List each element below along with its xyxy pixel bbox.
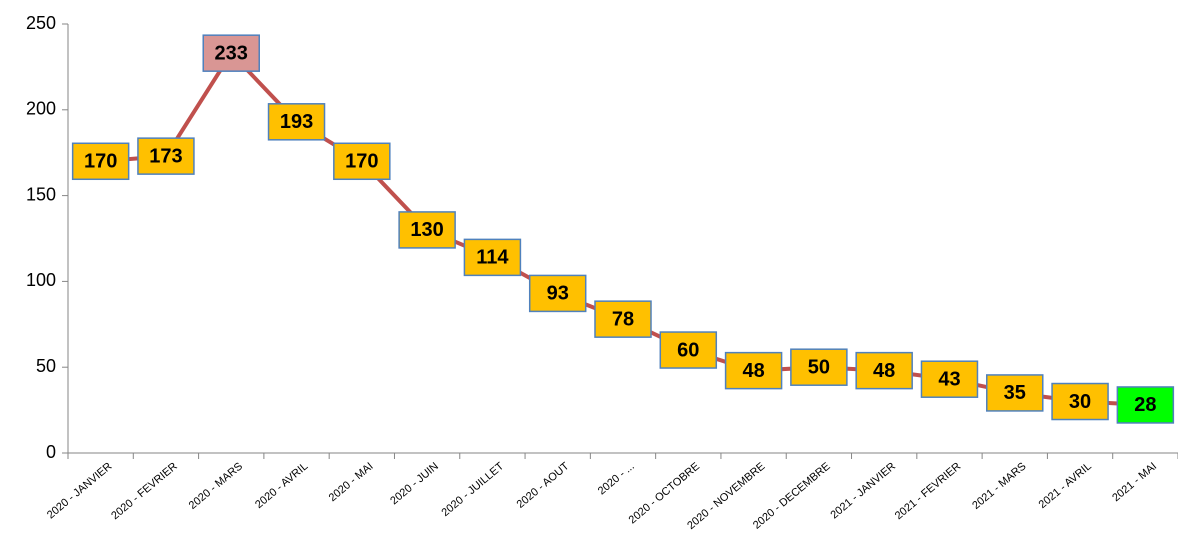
y-tick-label: 200 — [26, 99, 56, 119]
data-label-box — [724, 351, 783, 390]
data-label-box — [986, 374, 1044, 412]
x-tick-label: 2020 - JUIN — [388, 460, 441, 507]
data-label-box — [333, 142, 391, 181]
x-tick-label: 2020 - ... — [596, 460, 637, 497]
y-tick-label: 0 — [46, 442, 56, 462]
data-label: 48 — [873, 360, 895, 382]
line — [100, 51, 1146, 407]
x-tick-label: 2020 - FEVRIER — [109, 460, 180, 522]
data-label: 50 — [808, 356, 830, 378]
x-tick-label: 2020 - JANVIER — [45, 460, 115, 521]
data-label-box — [855, 351, 913, 390]
data-label-box — [594, 300, 652, 338]
data-label-box — [398, 211, 456, 249]
x-tick-label: 2021 - FEVRIER — [893, 460, 964, 522]
data-label: 28 — [1134, 394, 1156, 416]
data-label: 35 — [1004, 382, 1026, 404]
data-label-box — [267, 103, 326, 141]
data-label-box — [1051, 382, 1109, 421]
data-label-box — [202, 34, 260, 72]
data-label: 233 — [215, 42, 248, 64]
x-tick-label: 2021 - JANVIER — [828, 460, 898, 521]
x-tick-label: 2020 - JUILLET — [439, 460, 506, 519]
x-tick-label: 2021 - MARS — [970, 460, 1028, 512]
x-tick-label: 2020 - AOUT — [515, 460, 572, 511]
x-tick-label: 2021 - MAI — [1110, 460, 1159, 504]
data-label-box — [137, 137, 195, 175]
data-label-box — [71, 142, 130, 181]
y-tick-label: 250 — [26, 13, 56, 33]
x-tick-label: 2020 - OCTOBRE — [627, 460, 702, 526]
data-label-box — [920, 360, 979, 398]
data-label: 193 — [280, 111, 313, 133]
data-label: 43 — [938, 368, 960, 390]
data-label: 170 — [345, 151, 378, 173]
data-label: 173 — [149, 145, 182, 167]
x-tick-label: 2021 - AVRIL — [1037, 460, 1094, 511]
data-label: 78 — [612, 308, 634, 330]
x-tick-label: 2020 - MAI — [327, 460, 376, 504]
data-label-box — [790, 348, 848, 386]
data-label: 30 — [1069, 391, 1091, 413]
data-label-box — [528, 274, 587, 313]
data-label: 170 — [84, 151, 117, 173]
y-tick-label: 150 — [26, 184, 56, 204]
x-tick-label: 2020 - AVRIL — [253, 460, 310, 511]
data-label-box — [463, 238, 522, 277]
data-label: 60 — [677, 339, 699, 361]
data-label: 114 — [476, 247, 509, 269]
data-label-box — [659, 331, 718, 369]
data-label: 130 — [410, 219, 443, 241]
y-tick-label: 50 — [36, 356, 56, 376]
data-label: 48 — [742, 360, 764, 382]
data-label-box — [1116, 386, 1175, 424]
x-tick-label: 2020 - MARS — [187, 460, 245, 512]
data-label: 93 — [547, 283, 569, 305]
y-tick-label: 100 — [26, 270, 56, 290]
